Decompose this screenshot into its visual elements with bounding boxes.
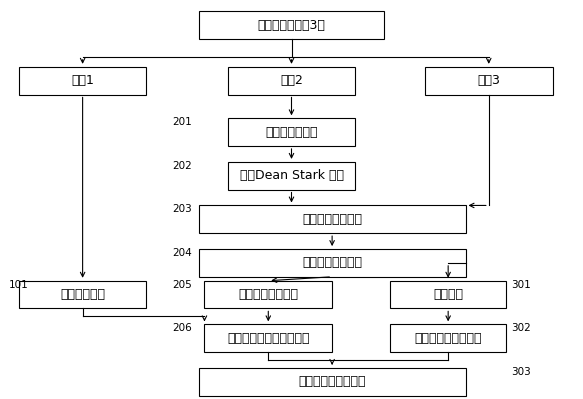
FancyBboxPatch shape: [19, 281, 146, 308]
Text: 样品1: 样品1: [71, 74, 94, 87]
FancyBboxPatch shape: [390, 281, 506, 308]
Text: 原始样品，分成3分: 原始样品，分成3分: [258, 19, 325, 32]
Text: 205: 205: [173, 280, 192, 290]
FancyBboxPatch shape: [390, 324, 506, 352]
Text: 甲苯Dean Stark 抽提: 甲苯Dean Stark 抽提: [240, 169, 343, 182]
Text: 204: 204: [173, 248, 192, 258]
FancyBboxPatch shape: [19, 67, 146, 95]
FancyBboxPatch shape: [228, 118, 355, 146]
Text: 确定油主要赋存孔径: 确定油主要赋存孔径: [298, 375, 366, 388]
Text: 206: 206: [173, 323, 192, 333]
Text: 烘干去除剩余水分: 烘干去除剩余水分: [302, 257, 362, 269]
FancyBboxPatch shape: [199, 249, 466, 277]
Text: 203: 203: [173, 204, 192, 214]
Text: 高压压汞: 高压压汞: [433, 288, 463, 301]
Text: 101: 101: [9, 280, 29, 290]
FancyBboxPatch shape: [199, 11, 384, 39]
FancyBboxPatch shape: [205, 324, 332, 352]
Text: 302: 302: [511, 323, 531, 333]
FancyBboxPatch shape: [425, 67, 553, 95]
Text: 计算各孔径所占比例: 计算各孔径所占比例: [415, 332, 482, 345]
FancyBboxPatch shape: [199, 205, 466, 233]
Text: 页岩颗粒体积测定: 页岩颗粒体积测定: [238, 288, 298, 301]
FancyBboxPatch shape: [228, 162, 355, 190]
Text: 有机溶剂索式抽提: 有机溶剂索式抽提: [302, 213, 362, 226]
FancyBboxPatch shape: [228, 67, 355, 95]
FancyBboxPatch shape: [205, 281, 332, 308]
Text: 201: 201: [173, 117, 192, 127]
Text: 粉碎至一定粒度: 粉碎至一定粒度: [265, 126, 318, 138]
Text: 303: 303: [511, 367, 531, 377]
Text: 计算孔隙度、含油饱和度: 计算孔隙度、含油饱和度: [227, 332, 310, 345]
Text: 样品2: 样品2: [280, 74, 303, 87]
Text: 202: 202: [173, 161, 192, 171]
Text: 301: 301: [511, 280, 531, 290]
Text: 原始密度测定: 原始密度测定: [60, 288, 105, 301]
FancyBboxPatch shape: [199, 368, 466, 396]
Text: 样品3: 样品3: [477, 74, 500, 87]
